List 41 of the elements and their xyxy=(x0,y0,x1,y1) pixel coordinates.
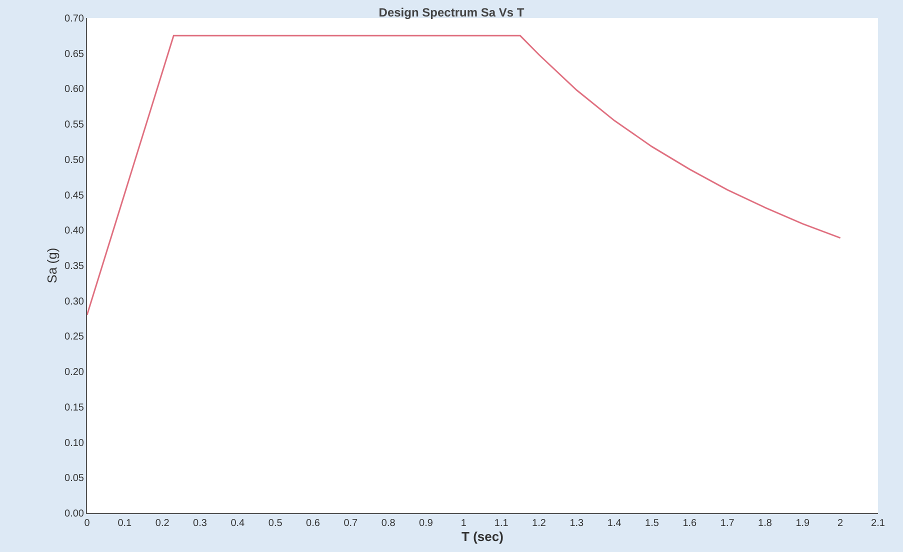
y-tick-label: 0.20 xyxy=(64,367,84,378)
x-tick-label: 1.7 xyxy=(720,518,735,529)
y-tick-label: 0.00 xyxy=(64,508,84,520)
x-tick-label: 2 xyxy=(838,518,844,529)
x-axis-title: T (sec) xyxy=(462,529,504,544)
x-tick-label: 0.5 xyxy=(268,518,283,529)
x-tick-label: 0.7 xyxy=(344,518,358,529)
x-tick-label: 1.1 xyxy=(494,518,509,529)
x-tick-label: 0.6 xyxy=(306,518,320,529)
x-tick-label: 0.1 xyxy=(118,518,132,529)
x-tick-label: 1.5 xyxy=(645,518,660,529)
x-tick-label: 1 xyxy=(460,518,467,529)
x-tick-label: 2.1 xyxy=(871,518,886,529)
x-tick-label: 0.8 xyxy=(381,518,396,529)
x-tick-label: 0 xyxy=(84,518,90,529)
chart-title: Design Spectrum Sa Vs T xyxy=(378,6,525,20)
x-tick-label: 0.9 xyxy=(419,518,434,529)
y-axis-title: Sa (g) xyxy=(44,248,60,284)
y-tick-label: 0.50 xyxy=(64,154,84,166)
x-tick-label: 1.9 xyxy=(796,518,810,529)
x-tick-label: 1.8 xyxy=(758,518,772,529)
y-tick-label: 0.25 xyxy=(64,332,84,343)
y-tick-label: 0.65 xyxy=(64,48,84,60)
y-tick-label: 0.60 xyxy=(64,84,84,96)
x-tick-label: 0.3 xyxy=(193,518,208,529)
x-tick-label: 0.4 xyxy=(230,518,246,529)
x-tick-label: 1.2 xyxy=(532,518,546,529)
x-tick-label: 1.4 xyxy=(607,518,622,529)
y-tick-label: 0.35 xyxy=(64,261,84,272)
line-series xyxy=(87,34,842,316)
y-tick-label: 0.30 xyxy=(64,296,84,308)
x-tick-label: 1.3 xyxy=(570,518,584,529)
y-tick-label: 0.10 xyxy=(64,438,84,449)
y-tick-label: 0.70 xyxy=(64,14,84,24)
x-tick-label: 1.6 xyxy=(682,518,698,529)
y-tick-label: 0.55 xyxy=(64,120,84,131)
y-tick-label: 0.05 xyxy=(64,473,84,484)
y-tick-label: 0.45 xyxy=(64,190,84,202)
x-tick-label: 0.2 xyxy=(155,518,170,529)
y-tick-label: 0.15 xyxy=(64,402,84,414)
y-tick-label: 0.40 xyxy=(64,226,84,237)
